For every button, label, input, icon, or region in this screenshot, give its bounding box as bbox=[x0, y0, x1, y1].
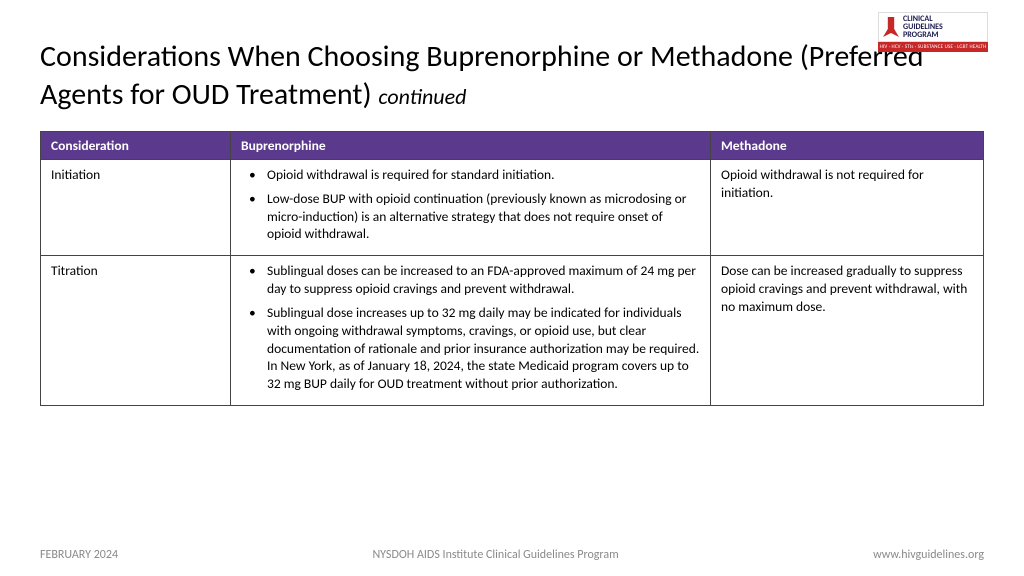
logo-top: CLINICAL GUIDELINES PROGRAM bbox=[878, 12, 988, 42]
cell-buprenorphine: Sublingual doses can be increased to an … bbox=[231, 256, 711, 406]
list-item: Low-dose BUP with opioid continuation (p… bbox=[245, 190, 700, 243]
list-item: Sublingual dose increases up to 32 mg da… bbox=[245, 304, 700, 393]
cell-consideration: Initiation bbox=[41, 160, 231, 256]
col-header-consideration: Consideration bbox=[41, 132, 231, 160]
cell-methadone: Dose can be increased gradually to suppr… bbox=[711, 256, 984, 406]
list-item: Sublingual doses can be increased to an … bbox=[245, 262, 700, 298]
table-row: Titration Sublingual doses can be increa… bbox=[41, 256, 984, 406]
bup-bullets: Sublingual doses can be increased to an … bbox=[241, 262, 700, 393]
col-header-buprenorphine: Buprenorphine bbox=[231, 132, 711, 160]
cell-buprenorphine: Opioid withdrawal is required for standa… bbox=[231, 160, 711, 256]
bup-bullets: Opioid withdrawal is required for standa… bbox=[241, 166, 700, 243]
logo-line3: PROGRAM bbox=[903, 31, 943, 39]
program-logo: CLINICAL GUIDELINES PROGRAM HIV · HCV · … bbox=[878, 12, 988, 52]
footer: FEBRUARY 2024 NYSDOH AIDS Institute Clin… bbox=[40, 548, 984, 562]
col-header-methadone: Methadone bbox=[711, 132, 984, 160]
table-header-row: Consideration Buprenorphine Methadone bbox=[41, 132, 984, 160]
footer-date: FEBRUARY 2024 bbox=[40, 548, 118, 562]
page-title: Considerations When Choosing Buprenorphi… bbox=[40, 38, 984, 113]
logo-bar: HIV · HCV · STIs · SUBSTANCE USE · LGBT … bbox=[878, 42, 988, 52]
comparison-table: Consideration Buprenorphine Methadone In… bbox=[40, 131, 984, 406]
footer-url: www.hivguidelines.org bbox=[873, 548, 984, 562]
title-continued: continued bbox=[378, 83, 466, 110]
table-row: Initiation Opioid withdrawal is required… bbox=[41, 160, 984, 256]
list-item: Opioid withdrawal is required for standa… bbox=[245, 166, 700, 184]
cell-consideration: Titration bbox=[41, 256, 231, 406]
footer-program: NYSDOH AIDS Institute Clinical Guideline… bbox=[372, 548, 618, 562]
ribbon-icon bbox=[883, 17, 899, 37]
cell-methadone: Opioid withdrawal is not required for in… bbox=[711, 160, 984, 256]
title-main: Considerations When Choosing Buprenorphi… bbox=[40, 38, 924, 113]
logo-text: CLINICAL GUIDELINES PROGRAM bbox=[903, 15, 943, 39]
